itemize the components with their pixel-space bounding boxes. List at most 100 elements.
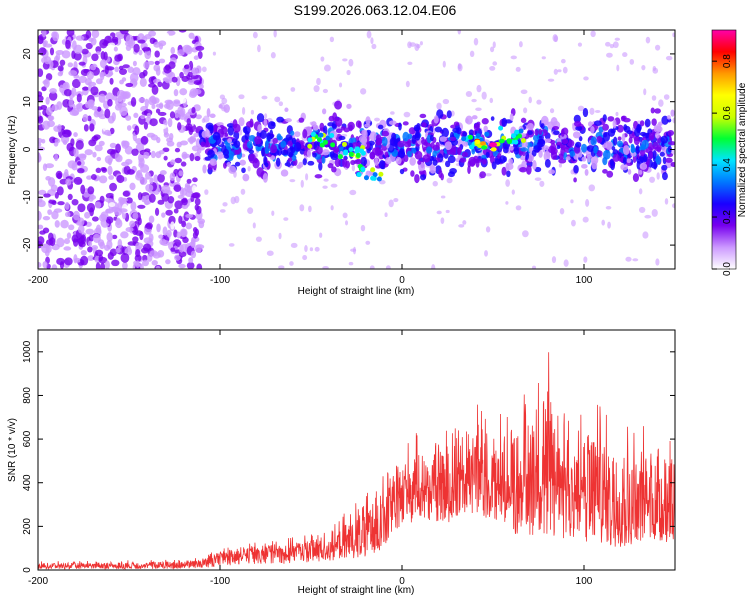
spectrogram-cell xyxy=(417,160,422,165)
spectrogram-cell xyxy=(173,89,179,97)
spectrogram-cell xyxy=(589,107,595,115)
spectrogram-cell xyxy=(171,36,177,43)
spectrogram-cell xyxy=(370,37,374,45)
spectrogram-peak xyxy=(329,133,335,139)
spectrogram-cell xyxy=(81,48,89,55)
spectrogram-cell xyxy=(65,39,71,49)
spectrogram-cell xyxy=(522,230,529,238)
spectrogram-cell xyxy=(178,30,187,33)
spectrogram-cell xyxy=(76,93,82,103)
spectrogram-cell xyxy=(161,192,170,202)
spectrogram-cell xyxy=(72,210,80,221)
spectrogram-cell xyxy=(421,122,427,128)
spectrogram-cell xyxy=(363,129,368,139)
spectrogram-cell xyxy=(194,204,199,211)
spectrogram-cell xyxy=(571,219,576,227)
spectrogram-cell xyxy=(129,72,139,83)
spectrogram-cell xyxy=(445,209,450,214)
colorbar-tick-label: 0.8 xyxy=(722,54,733,68)
spectrogram-cell xyxy=(489,66,496,71)
spectrogram-cell xyxy=(622,52,628,58)
spectrogram-cell xyxy=(129,182,136,191)
spectrogram-cell xyxy=(283,217,289,221)
spectrogram-cell xyxy=(648,132,654,141)
spectrogram-cell xyxy=(330,183,338,188)
spectrogram-cell xyxy=(61,129,71,138)
spectrogram-peak xyxy=(360,166,366,172)
spectrogram-cell xyxy=(157,173,165,183)
spectrogram-cell xyxy=(41,243,50,248)
spectrogram-cell xyxy=(157,81,163,88)
spectrogram-cell xyxy=(484,250,488,257)
spectrogram-cell xyxy=(541,145,550,151)
spectrogram-cell xyxy=(179,244,184,253)
spectrogram-cell xyxy=(195,114,202,120)
spectrogram-cell xyxy=(256,113,265,123)
spectrogram-cell xyxy=(193,132,200,138)
spectrogram-cell xyxy=(206,108,211,118)
spectrogram-cell xyxy=(395,156,402,165)
spectrogram-cell xyxy=(109,142,117,149)
spectrogram-cell xyxy=(173,208,179,214)
spectrogram-cell xyxy=(587,154,591,163)
spectrogram-cell xyxy=(469,50,475,58)
spectrogram-cell xyxy=(534,128,539,136)
spectrogram-cell xyxy=(47,209,53,215)
spectrogram-cell xyxy=(440,173,444,181)
spectrogram-cell xyxy=(577,42,583,47)
spectrogram-cell xyxy=(86,175,93,180)
spectrogram-cell xyxy=(322,88,329,94)
spectrogram-cell xyxy=(155,67,161,76)
spectrogram-cell xyxy=(143,121,148,130)
spectrogram-cell xyxy=(78,61,86,66)
spectrogram-cell xyxy=(640,144,646,151)
spectrogram-cell xyxy=(436,210,442,215)
spectrogram-cell xyxy=(492,41,496,49)
spectrogram-cell xyxy=(612,41,619,49)
spectrogram-cell xyxy=(56,186,64,196)
spectrogram-cell xyxy=(57,124,62,133)
spectrogram-cell xyxy=(170,247,176,252)
spectrogram-cell xyxy=(418,169,425,175)
spectrogram-cell xyxy=(133,43,140,53)
spectrogram-cell xyxy=(560,144,566,151)
spectrogram-cell xyxy=(216,151,224,157)
spectrogram-cell xyxy=(183,64,190,70)
spectrogram-cell xyxy=(570,199,574,204)
spectrogram-cell xyxy=(139,177,148,185)
spectrogram-cell xyxy=(440,195,446,199)
spectrogram-cell xyxy=(465,118,469,124)
spectrogram-cell xyxy=(201,66,207,73)
spectrogram-cell xyxy=(170,221,175,230)
spectrogram-cell xyxy=(377,124,384,130)
spectrogram-cell xyxy=(621,133,626,143)
spectrogram-cell xyxy=(447,171,455,178)
spectrogram-cell xyxy=(232,138,238,144)
spectrogram-cell xyxy=(148,193,156,203)
spectrogram-cell xyxy=(366,30,372,39)
spectrogram-cell xyxy=(47,115,55,121)
spectrogram-cell xyxy=(422,154,431,163)
spectrogram-cell xyxy=(262,172,268,183)
spectrogram-cell xyxy=(226,161,231,167)
spectrogram-cell xyxy=(533,145,541,153)
spectrogram-cell xyxy=(104,155,113,164)
spectrogram-cell xyxy=(137,204,146,209)
spectrogram-cell xyxy=(406,150,412,158)
spectrogram-cell xyxy=(242,126,248,134)
spectrogram-cell xyxy=(182,237,189,244)
spectrogram-cell xyxy=(272,137,278,144)
spectrogram-cell xyxy=(88,99,95,108)
spectrogram-cell xyxy=(308,205,312,213)
spectrogram-cell xyxy=(634,127,641,137)
spectrogram-cell xyxy=(360,224,366,232)
spectrogram-cell xyxy=(125,82,134,88)
spectrogram-cell xyxy=(575,125,583,131)
spectrogram-cell xyxy=(388,120,397,126)
spectrogram-cell xyxy=(456,127,462,135)
spectrogram-cell xyxy=(94,201,102,209)
spectrogram-cell xyxy=(648,150,654,160)
spectrogram-cell xyxy=(224,154,230,159)
spectrogram-cell xyxy=(55,49,65,55)
spectrogram-cell xyxy=(42,215,51,221)
